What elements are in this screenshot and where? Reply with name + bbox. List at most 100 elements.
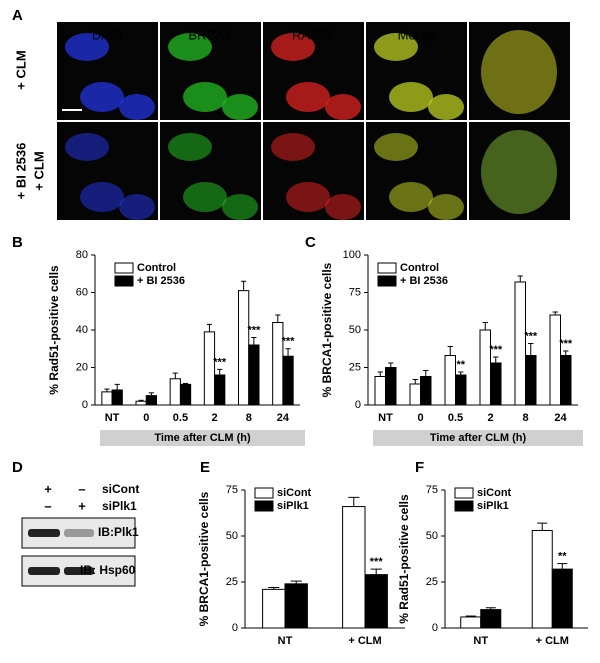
x-tick-label: 2 [487,412,493,424]
band [64,529,94,537]
panel-letter: B [12,234,23,251]
legend-swatch [254,487,274,499]
x-tick-label: 0 [417,412,423,424]
nucleus [374,33,418,61]
legend-swatch [377,275,397,287]
bar [525,355,537,406]
bar [551,568,573,629]
nucleus [325,194,361,220]
band-label: IB: Hsp60 [80,563,136,577]
x-tick-label: 0.5 [173,412,188,424]
bar [135,400,147,406]
nucleus [389,82,433,112]
panel-letter: D [12,459,23,476]
y-tick-label: 75 [226,484,238,496]
nucleus [428,194,464,220]
band [28,529,60,537]
panel-letter: C [305,234,316,251]
bar [179,383,192,406]
nucleus [389,182,433,212]
band [28,567,60,575]
bar [284,583,308,629]
nucleus [168,133,212,161]
bar [490,362,502,406]
y-tick-label: 0 [355,399,361,411]
nucleus [222,194,258,220]
row-label: + CLM [31,151,46,190]
nucleus [271,33,315,61]
bar [262,588,286,629]
legend-label: Control [400,262,439,274]
nucleus [286,182,330,212]
significance: ** [558,551,567,563]
y-tick-label: 80 [76,249,88,261]
nucleus [286,82,330,112]
significance: *** [370,556,384,568]
significance: *** [524,330,538,342]
x-tick-label: 0.5 [448,412,463,424]
y-tick-label: 0 [432,622,438,634]
y-axis-label: % Rad51-positive cells [47,265,61,395]
lane-label: siCont [102,482,139,496]
nucleus [80,182,124,212]
x-tick-label: NT [278,635,293,647]
nucleus [65,133,109,161]
nucleus [374,133,418,161]
legend-label: siCont [277,487,312,499]
significance: *** [213,356,227,368]
bar [203,331,216,406]
nucleus [119,194,155,220]
legend-swatch [454,500,474,512]
legend-label: siPlk1 [477,500,509,512]
x-tick-label: 0 [143,412,149,424]
y-tick-label: 60 [76,286,88,298]
x-tick-label: 24 [277,412,290,424]
bar [480,609,502,629]
bar [145,395,157,406]
nucleus [119,94,155,120]
bar [101,391,113,406]
bar [531,529,553,629]
y-tick-label: 50 [349,324,361,336]
y-tick-label: 75 [349,286,361,298]
y-tick-label: 50 [426,530,438,542]
y-tick-label: 50 [226,530,238,542]
lane-sign: – [44,498,51,513]
y-tick-label: 40 [76,324,88,336]
bar [385,367,397,406]
nucleus [183,82,227,112]
y-axis-label: % BRCA1-positive cells [320,262,334,397]
bar [248,344,260,406]
legend-label: + BI 2536 [137,275,185,287]
bar [420,376,432,406]
significance: *** [559,338,573,350]
significance: ** [456,359,465,371]
y-tick-label: 0 [82,399,88,411]
bar [560,355,572,406]
bar [111,389,123,406]
x-label-box [373,430,583,446]
lane-sign: + [78,498,86,513]
nucleus [428,94,464,120]
legend-label: + BI 2536 [400,275,448,287]
x-tick-label: 2 [212,412,218,424]
y-tick-label: 100 [343,249,361,261]
nucleus [65,33,109,61]
band [64,567,94,575]
x-tick-label: NT [473,635,488,647]
y-tick-label: 20 [76,361,88,373]
row-label: + BI 2536 [13,143,28,200]
y-axis-label: % BRCA1-positive cells [197,491,211,626]
bar [342,506,366,629]
bar [455,374,467,406]
bar [409,383,421,406]
legend-swatch [454,487,474,499]
bar [214,374,226,406]
channel-label: DAPI [92,27,122,42]
bar [444,355,456,406]
legend-swatch [114,275,134,287]
bar [460,616,482,629]
bar [364,574,388,629]
nucleus [222,94,258,120]
